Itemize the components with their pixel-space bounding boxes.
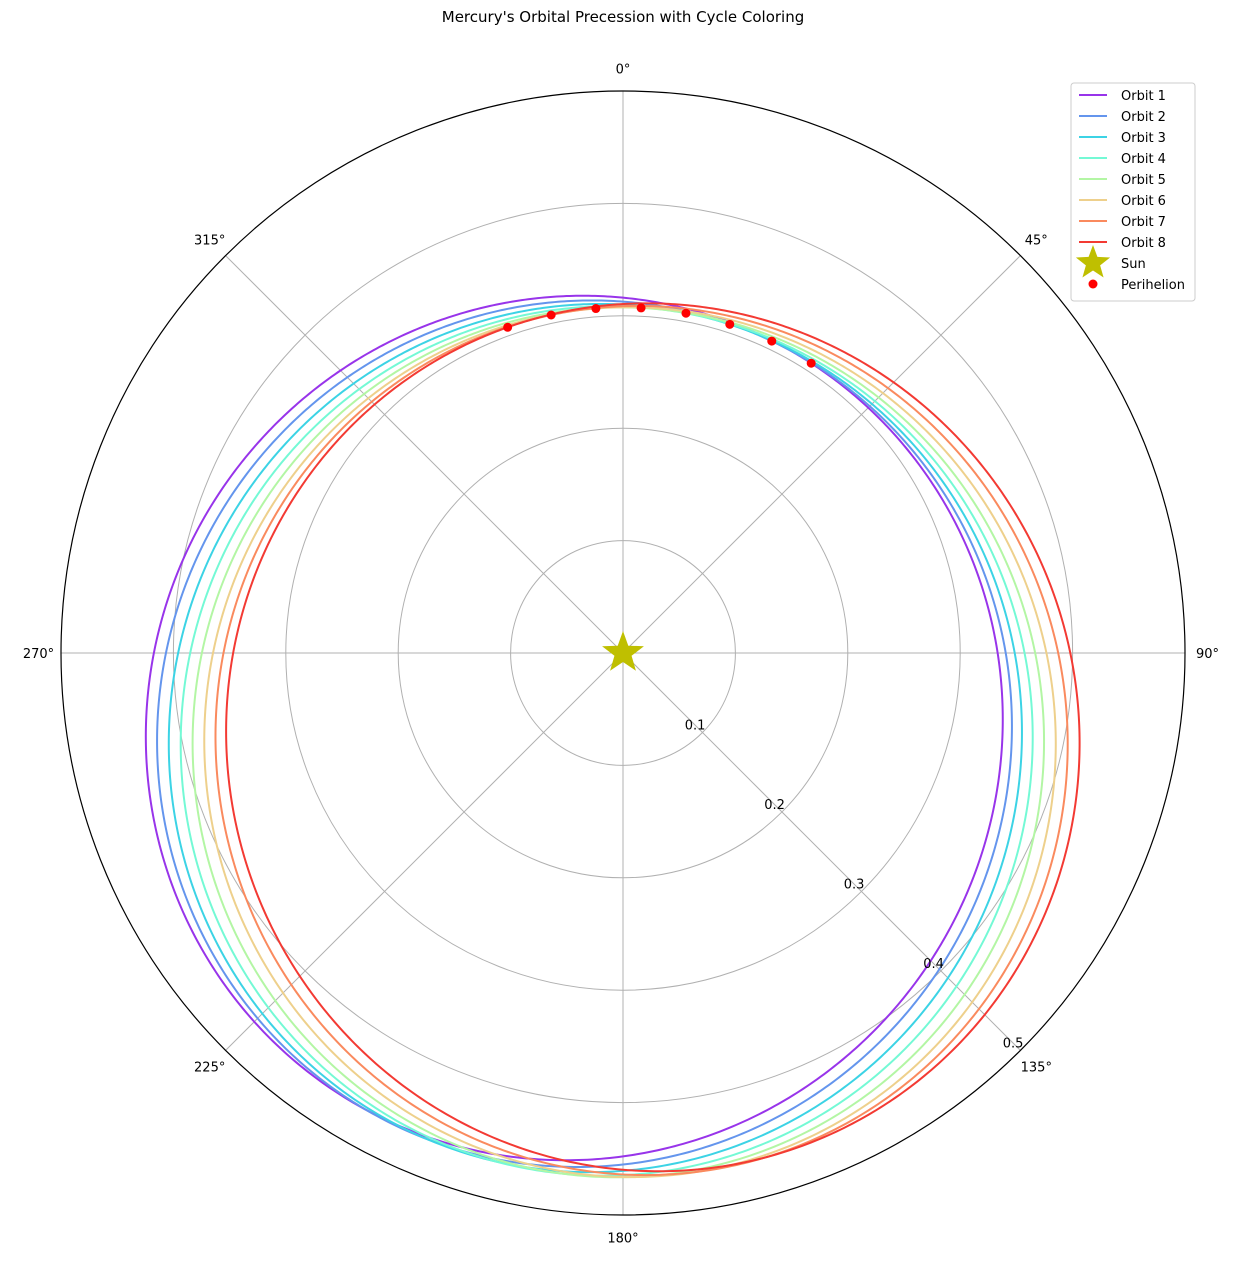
r-tick-label-0: 0.1 (685, 718, 706, 733)
perihelion-point-3 (725, 319, 735, 329)
theta-tick-label-2: 90° (1196, 647, 1219, 662)
legend: Orbit 1 Orbit 2 Orbit 3 Orbit 4 Orbit 5 Orbit… (1070, 82, 1196, 302)
theta-grid-line-7 (225, 255, 624, 654)
perihelion-point-6 (591, 304, 601, 314)
r-tick-label-3: 0.4 (923, 957, 944, 972)
theta-tick-label-7: 315° (194, 234, 225, 249)
tick-labels: 0° 45° 90° 135° 180° 225° 270° 315° 0.1 0.2 0.3 0.4… (23, 63, 1219, 1247)
legend-label-5: Orbit 5 (1121, 173, 1166, 188)
theta-tick-label-4: 180° (607, 1231, 638, 1246)
r-tick-label-4: 0.5 (1003, 1036, 1024, 1051)
perihelion-point-5 (636, 303, 646, 313)
legend-label-2: Orbit 2 (1121, 110, 1166, 125)
legend-label-sun: Sun (1121, 257, 1146, 272)
legend-label-8: Orbit 8 (1121, 236, 1166, 251)
r-tick-label-2: 0.3 (844, 877, 865, 892)
sun-star (602, 631, 644, 671)
legend-label-6: Orbit 6 (1121, 194, 1166, 209)
theta-tick-label-6: 270° (23, 647, 54, 662)
theta-tick-label-1: 45° (1025, 234, 1048, 249)
chart-title: Mercury's Orbital Precession with Cycle … (442, 8, 804, 26)
theta-grid-line-1 (622, 255, 1021, 654)
legend-label-4: Orbit 4 (1121, 152, 1166, 167)
orbit-line-8 (225, 302, 1081, 1173)
orbit-line-3 (167, 302, 1023, 1174)
perihelion-markers (503, 303, 816, 368)
polar-frame (60, 90, 1186, 1216)
theta-tick-label-0: 0° (616, 63, 631, 78)
perihelion-point-2 (767, 336, 777, 346)
perihelion-point-8 (503, 322, 513, 332)
legend-label-perihelion: Perihelion (1121, 278, 1185, 293)
legend-swatch-sun (1075, 245, 1111, 278)
orbit-lines (144, 294, 1081, 1179)
theta-grid-line-5 (225, 652, 624, 1051)
orbit-line-7 (214, 304, 1069, 1177)
legend-label-7: Orbit 7 (1121, 215, 1166, 230)
orbit-line-2 (156, 299, 1013, 1169)
perihelion-point-4 (681, 308, 691, 318)
orbit-line-1 (144, 294, 1004, 1162)
legend-label-3: Orbit 3 (1121, 131, 1166, 146)
r-tick-label-1: 0.2 (764, 798, 785, 813)
orbit-line-4 (179, 305, 1034, 1177)
theta-tick-label-3: 135° (1021, 1060, 1052, 1075)
orbit-line-6 (203, 306, 1057, 1179)
sun-marker (602, 631, 644, 671)
legend-label-1: Orbit 1 (1121, 89, 1166, 104)
theta-tick-label-5: 225° (194, 1060, 225, 1075)
perihelion-point-1 (806, 358, 816, 368)
legend-swatch-perihelion (1088, 279, 1098, 289)
perihelion-point-7 (546, 310, 556, 320)
theta-grid-line-3 (622, 652, 1021, 1051)
orbit-line-5 (191, 306, 1046, 1179)
